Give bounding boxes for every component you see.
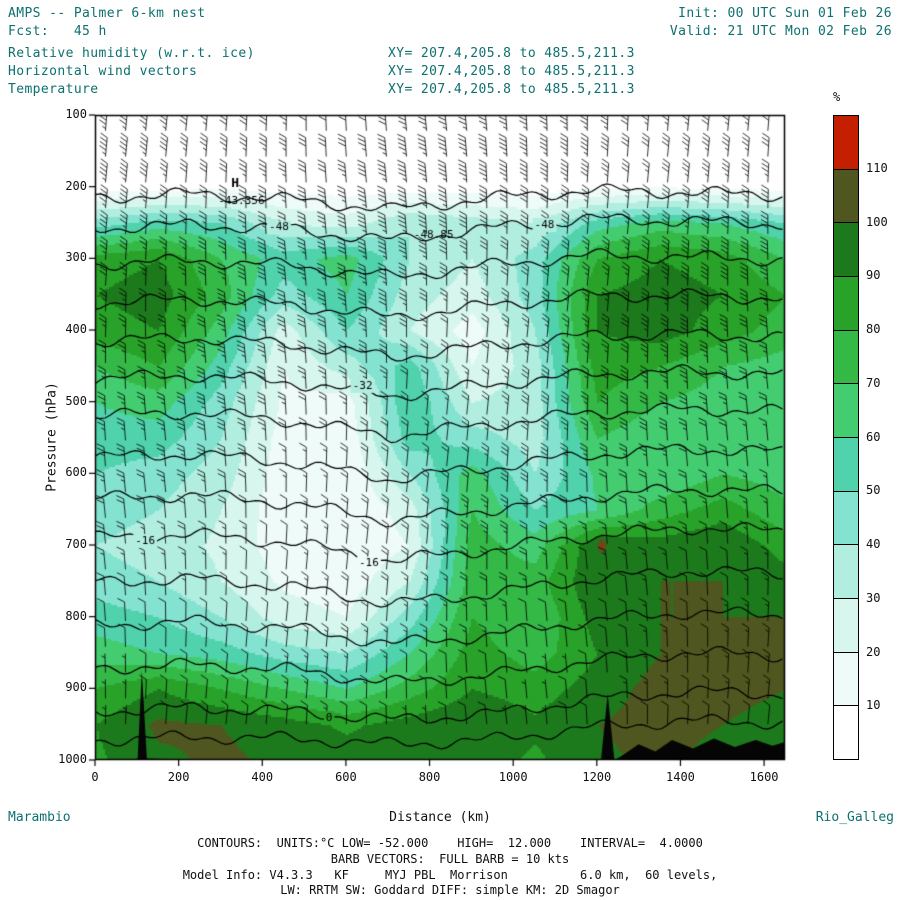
barb-info-line: BARB VECTORS: FULL BARB = 10 kts — [330, 852, 570, 866]
colorbar-segment — [834, 438, 858, 492]
colorbar-segment — [834, 599, 858, 653]
x-tick-label: 0 — [91, 770, 99, 784]
colorbar-segment — [834, 652, 858, 707]
field-3-xy: XY= 207.4,205.8 to 485.5,211.3 — [388, 82, 635, 97]
colorbar-units-label: % — [833, 90, 841, 104]
colorbar-segment — [834, 277, 858, 331]
y-tick-label: 1000 — [58, 752, 87, 766]
station-right: Rio_Galleg — [815, 810, 894, 825]
rh-colorbar — [833, 115, 859, 760]
x-tick-label: 800 — [418, 770, 441, 784]
cross-section-canvas — [75, 105, 805, 775]
y-tick-label: 600 — [65, 465, 87, 480]
field-1-label: Relative humidity (w.r.t. ice) — [8, 46, 255, 61]
x-axis-title: Distance (km) — [389, 810, 491, 825]
colorbar-tick-label: 10 — [866, 698, 881, 713]
station-left: Marambio — [8, 810, 71, 825]
x-tick-label: 1200 — [582, 770, 612, 784]
colorbar-segment — [834, 706, 858, 760]
x-tick-label: 200 — [167, 770, 190, 784]
y-tick-label: 200 — [65, 178, 87, 193]
model-title: AMPS -- Palmer 6-km nest — [8, 6, 206, 21]
field-1-xy: XY= 207.4,205.8 to 485.5,211.3 — [388, 46, 635, 61]
field-2-label: Horizontal wind vectors — [8, 64, 198, 79]
colorbar-tick-label: 30 — [866, 590, 881, 605]
y-tick-label: 300 — [65, 250, 87, 265]
valid-time: Valid: 21 UTC Mon 02 Feb 26 — [669, 24, 892, 39]
colorbar-tick-label: 100 — [866, 214, 888, 229]
x-tick-label: 1400 — [666, 770, 695, 784]
colorbar-tick-label: 20 — [866, 644, 881, 659]
x-tick-label: 400 — [251, 770, 274, 784]
model-info-line-2: LW: RRTM SW: Goddard DIFF: simple KM: 2D… — [280, 883, 620, 897]
colorbar-tick-label: 110 — [866, 160, 888, 175]
colorbar-tick-label: 70 — [866, 375, 881, 390]
forecast-hour: Fcst: 45 h — [8, 24, 107, 39]
colorbar-tick-label: 60 — [866, 429, 881, 444]
model-info-line-1: Model Info: V4.3.3 KF MYJ PBL Morrison 6… — [182, 868, 718, 882]
x-tick-label: 1600 — [749, 770, 779, 784]
x-tick-label: 1000 — [498, 770, 528, 784]
colorbar-tick-label: 90 — [866, 268, 881, 283]
y-tick-label: 500 — [65, 393, 87, 408]
contour-info-line: CONTOURS: UNITS:°C LOW= -52.000 HIGH= 12… — [197, 836, 703, 850]
colorbar-tick-label: 50 — [866, 483, 881, 498]
colorbar-segment — [834, 330, 858, 385]
y-tick-label: 800 — [65, 608, 87, 623]
colorbar-tick-label: 40 — [866, 537, 881, 551]
x-tick-label: 600 — [335, 770, 357, 784]
field-3-label: Temperature — [8, 82, 99, 97]
y-tick-label: 100 — [65, 107, 87, 121]
y-tick-label: 900 — [65, 680, 87, 695]
colorbar-segment — [834, 545, 858, 600]
colorbar-segment — [834, 223, 858, 278]
init-time: Init: 00 UTC Sun 01 Feb 26 — [678, 6, 892, 21]
y-tick-label: 400 — [65, 322, 87, 336]
colorbar-segment — [834, 116, 858, 170]
colorbar-segment — [834, 384, 858, 439]
field-2-xy: XY= 207.4,205.8 to 485.5,211.3 — [388, 64, 635, 79]
colorbar-segment — [834, 491, 858, 546]
colorbar-segment — [834, 169, 858, 224]
y-tick-label: 700 — [65, 537, 87, 551]
colorbar-tick-label: 80 — [866, 322, 881, 336]
